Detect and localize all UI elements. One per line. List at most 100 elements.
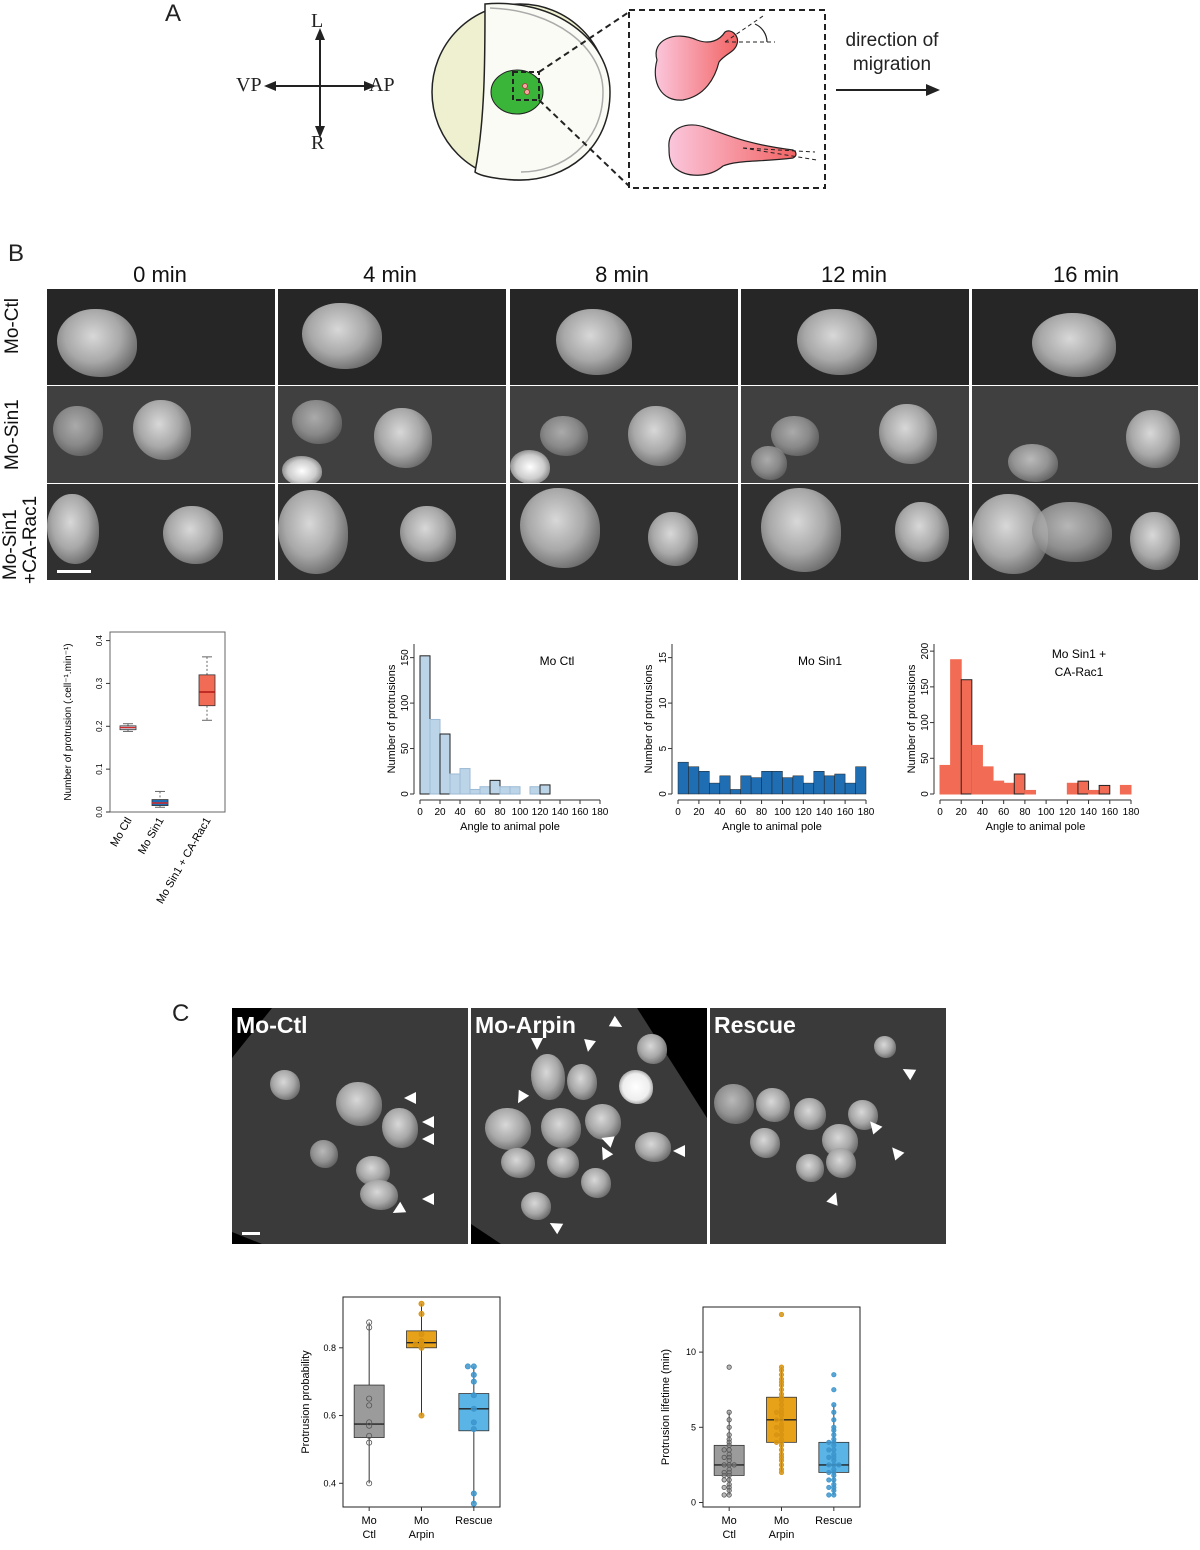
data-point	[778, 1427, 785, 1433]
data-point	[831, 1487, 837, 1494]
histogram-bar	[740, 775, 752, 795]
micrograph-sin1-8	[510, 386, 738, 483]
black-corner	[232, 1232, 262, 1244]
data-point	[778, 1432, 785, 1438]
data-point	[731, 1462, 737, 1468]
histogram-bar	[479, 786, 491, 795]
data-point	[778, 1457, 785, 1463]
protrusion-lifetime-boxplot: 0 5 10 Mo Ctl Mo Arpin Rescue Protrusion lifetim…	[660, 1306, 861, 1541]
micrograph-sin1-16	[972, 386, 1198, 483]
data-point	[721, 1477, 727, 1483]
arrowhead	[887, 1143, 905, 1161]
y-tick-label: 10	[658, 697, 669, 709]
data-point	[418, 1344, 425, 1351]
x-tick-label: 120	[532, 807, 549, 818]
data-point	[366, 1432, 373, 1439]
scale-bar	[57, 570, 91, 573]
histogram-bar	[1088, 789, 1100, 795]
compass-label-r: R	[311, 132, 325, 154]
histogram-bar	[729, 789, 741, 795]
x-tick-label: 60	[735, 807, 747, 818]
chart-title: Mo Sin1 +	[1052, 647, 1106, 661]
data-point	[831, 1442, 837, 1448]
protrusion-count-boxplot: 0.0 0.1 0.2 0.3 0.4 Number of protrusion (.ce…	[63, 631, 226, 906]
chart-title-line2: CA-Rac1	[1055, 665, 1104, 679]
data-point	[726, 1477, 732, 1483]
x-tick-label: 140	[816, 807, 833, 818]
histogram-bar	[1119, 784, 1132, 795]
x-category-label-line2: Ctl	[722, 1529, 735, 1541]
histogram-bar	[813, 771, 825, 795]
x-category-label-line2: Arpin	[769, 1529, 795, 1541]
y-tick-label: 150	[400, 649, 411, 666]
arrowhead	[422, 1116, 434, 1128]
data-point	[366, 1395, 373, 1402]
y-axis-label: Number of protrusions	[906, 664, 918, 773]
data-point	[726, 1472, 732, 1479]
x-tick-label: 180	[592, 807, 609, 818]
data-point	[826, 1447, 832, 1453]
x-category-label: Mo	[414, 1515, 429, 1527]
direction-label-line2: migration	[852, 54, 932, 75]
histogram-bar	[855, 766, 867, 795]
arrowhead	[608, 1015, 626, 1033]
x-category-label: Mo	[362, 1515, 377, 1527]
y-tick-label: 15	[658, 652, 669, 664]
arrowhead	[546, 1217, 564, 1235]
histogram-bar	[469, 788, 481, 795]
data-point	[366, 1419, 373, 1426]
y-tick-label: 100	[920, 714, 931, 731]
histogram-mo-sin1-rac1: 0 50 100 150 200 0 20 40 60 80 100 120 140 160 180 Angl…	[906, 642, 1140, 833]
micrograph-rac1-4	[278, 484, 506, 580]
arrowhead	[404, 1092, 416, 1104]
data-point	[721, 1472, 727, 1479]
y-axis-label: Protrusion probability	[300, 1350, 312, 1454]
compass-diagram	[264, 28, 376, 138]
micrograph-ctl-4	[278, 289, 506, 385]
x-tick-label: 160	[837, 807, 854, 818]
black-corner	[232, 1008, 272, 1058]
data-point	[470, 1405, 477, 1412]
x-tick-label: 80	[756, 807, 768, 818]
histogram-bar	[489, 779, 501, 795]
data-point	[831, 1472, 837, 1479]
micrograph-ctl-12	[741, 289, 969, 385]
x-tick-label: 140	[1080, 807, 1097, 818]
data-point	[726, 1432, 732, 1438]
panel-letter-c: C	[172, 1000, 190, 1027]
histogram-bar	[439, 733, 451, 795]
x-tick-label: 20	[434, 807, 446, 818]
data-point	[831, 1372, 837, 1378]
x-category-label: Mo Sin1	[136, 816, 167, 857]
data-point	[726, 1487, 732, 1494]
data-point	[773, 1424, 780, 1430]
data-point	[726, 1447, 732, 1453]
micrograph-sin1-0	[47, 386, 275, 483]
data-point	[726, 1442, 732, 1448]
data-point	[470, 1500, 477, 1507]
histogram-bar	[939, 764, 952, 795]
arrowhead	[673, 1145, 685, 1157]
chart-title: Mo Sin1	[798, 654, 842, 668]
row-label-mo-sin1-rac1-b: +CA-Rac1	[20, 495, 41, 584]
data-point	[831, 1427, 837, 1433]
data-point	[831, 1477, 837, 1483]
y-axis-label: Number of protrusions	[643, 664, 655, 773]
histogram-bar	[459, 768, 471, 795]
x-tick-label: 140	[552, 807, 569, 818]
y-tick-label: 200	[920, 642, 931, 659]
histogram-bar	[677, 761, 689, 795]
arrowhead	[531, 1038, 543, 1050]
x-tick-label: 20	[956, 807, 968, 818]
histogram-bar	[1003, 782, 1015, 795]
histogram-bar	[449, 773, 461, 795]
box	[198, 674, 216, 707]
panel-letter-a: A	[165, 0, 182, 27]
data-point	[778, 1367, 785, 1373]
data-point	[726, 1417, 732, 1423]
data-point	[366, 1324, 373, 1331]
data-point	[778, 1387, 785, 1393]
embryo-diagram	[431, 2, 826, 189]
compass-label-vp: VP	[236, 74, 262, 96]
y-tick-label: 0.1	[95, 763, 104, 775]
